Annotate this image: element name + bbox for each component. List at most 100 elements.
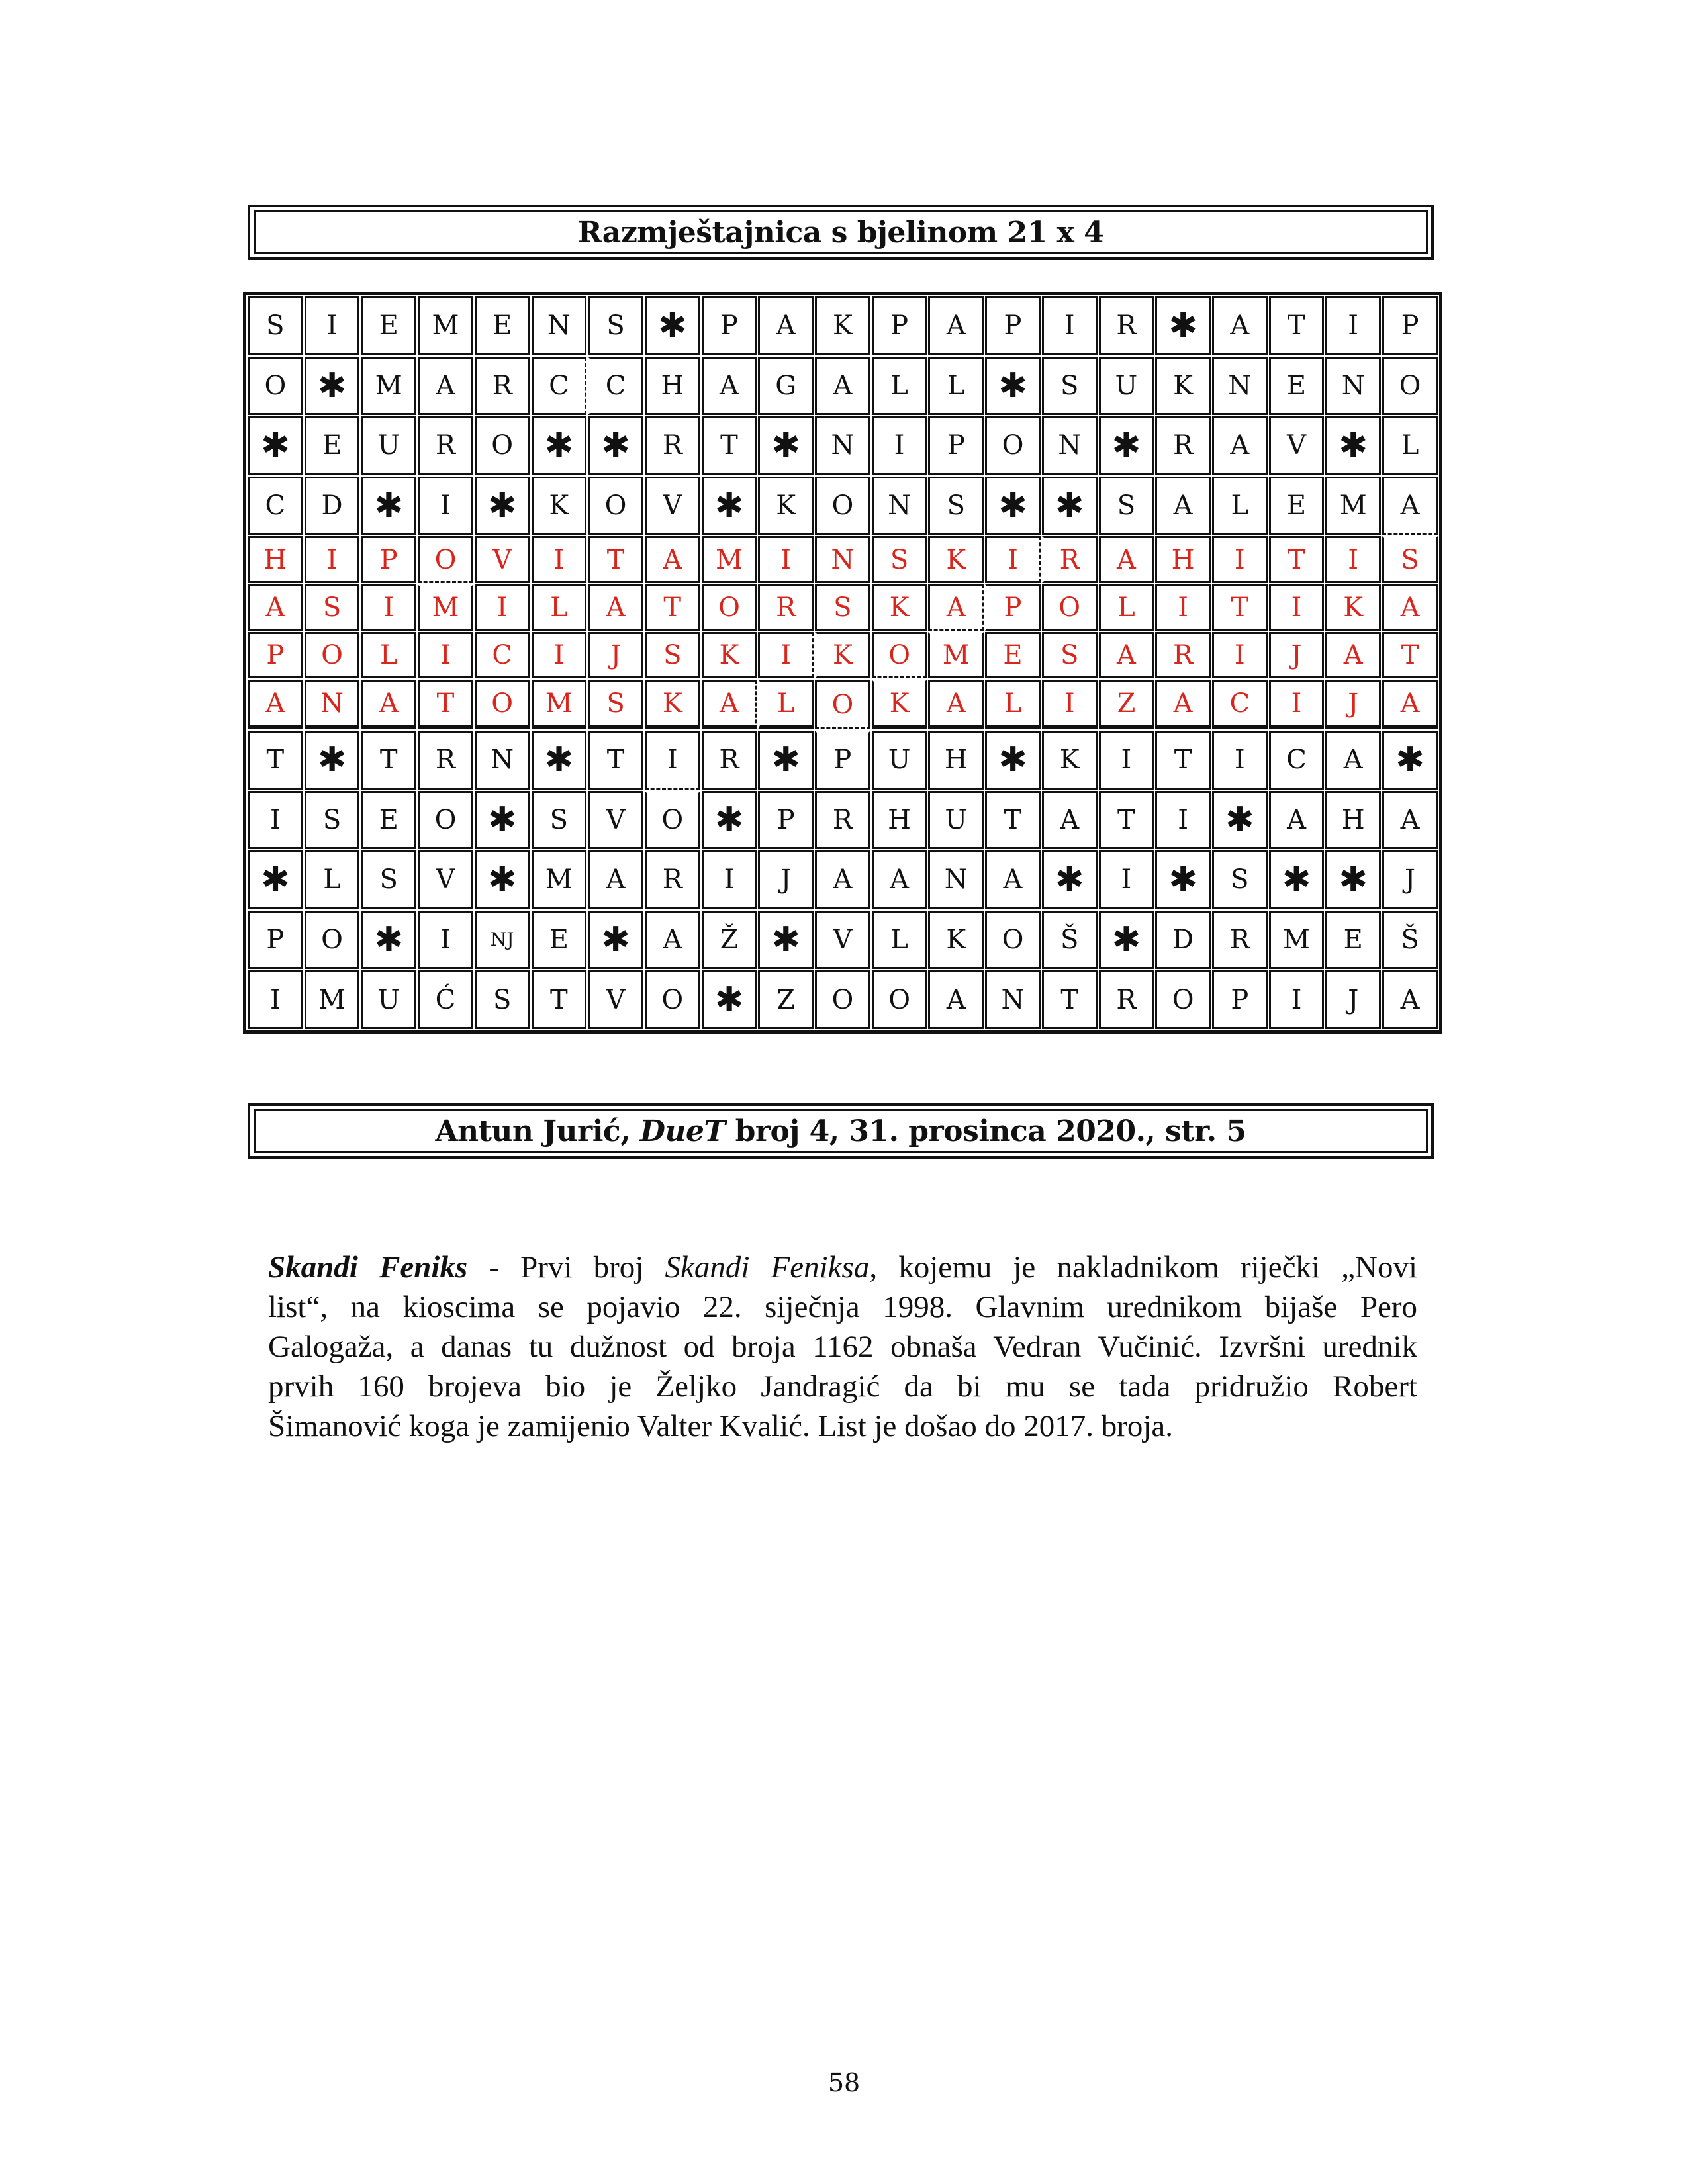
grid-row: ✱ L S V ✱ M A R I J A A N A ✱ I ✱ S ✱ ✱ J bbox=[248, 850, 1438, 909]
grid-cell: T bbox=[701, 416, 757, 475]
grid-cell: A bbox=[1211, 296, 1268, 355]
grid-cell: U bbox=[928, 790, 984, 850]
grid-cell: J bbox=[1382, 850, 1438, 909]
grid-cell: T bbox=[588, 536, 643, 583]
grid-cell: R bbox=[644, 850, 700, 909]
grid-cell: O bbox=[1382, 356, 1438, 416]
grid-cell: S bbox=[248, 296, 303, 355]
grid-cell: Z bbox=[758, 970, 814, 1029]
grid-cell: L bbox=[928, 356, 984, 416]
grid-cell: G bbox=[758, 356, 814, 416]
grid-cell: A bbox=[1211, 416, 1268, 475]
grid-cell: I bbox=[1211, 730, 1268, 790]
grid-cell: I bbox=[1325, 536, 1382, 583]
asterisk-icon: ✱ bbox=[248, 416, 303, 475]
grid-cell: L bbox=[871, 910, 927, 970]
grid-cell: M bbox=[418, 296, 473, 355]
grid-cell: A bbox=[644, 910, 700, 970]
grid-cell: L bbox=[871, 356, 927, 416]
asterisk-icon: ✱ bbox=[474, 790, 530, 850]
grid-cell: A bbox=[248, 584, 303, 631]
grid-cell: I bbox=[1041, 296, 1098, 355]
grid-cell: M bbox=[418, 584, 473, 631]
grid-cell: C bbox=[474, 631, 530, 679]
grid-cell: H bbox=[871, 790, 927, 850]
grid-cell: P bbox=[701, 296, 757, 355]
asterisk-icon: ✱ bbox=[474, 476, 530, 535]
grid-cell: U bbox=[1098, 356, 1154, 416]
grid-cell: K bbox=[1041, 730, 1098, 790]
description-paragraph: Skandi Feniks - Prvi broj Skandi Feniksa… bbox=[268, 1248, 1417, 1446]
grid-cell: I bbox=[248, 790, 303, 850]
grid-cell: S bbox=[1041, 631, 1098, 679]
asterisk-icon: ✱ bbox=[1268, 850, 1325, 909]
grid-cell: L bbox=[304, 850, 360, 909]
paragraph-text: , kojemu je nakladnikom riječki „Novi bbox=[869, 1250, 1417, 1285]
grid-cell: A bbox=[588, 584, 643, 631]
grid-cell: S bbox=[815, 584, 870, 631]
grid-cell: M bbox=[531, 850, 587, 909]
grid-cell: L bbox=[1211, 476, 1268, 535]
grid-cell: I bbox=[248, 970, 303, 1029]
grid-cell: R bbox=[815, 790, 870, 850]
grid-cell: T bbox=[531, 970, 587, 1029]
grid-cell: O bbox=[588, 476, 643, 535]
grid-cell: I bbox=[361, 584, 417, 631]
grid-cell: T bbox=[985, 790, 1041, 850]
grid-cell: R bbox=[1155, 416, 1211, 475]
grid-cell: S bbox=[1382, 536, 1438, 583]
grid-cell: H bbox=[1155, 536, 1211, 583]
grid-cell: E bbox=[304, 416, 360, 475]
grid-cell: N bbox=[474, 730, 530, 790]
grid-cell: I bbox=[1211, 631, 1268, 679]
grid-cell: P bbox=[985, 296, 1041, 355]
grid-cell: O bbox=[644, 970, 700, 1029]
grid-cell: N bbox=[531, 296, 587, 355]
grid-cell: NJ bbox=[474, 910, 530, 970]
grid-cell: A bbox=[1382, 680, 1438, 729]
grid-cell: M bbox=[1325, 476, 1382, 535]
asterisk-icon: ✱ bbox=[474, 850, 530, 909]
grid-cell: A bbox=[815, 850, 870, 909]
grid-row: P O ✱ I NJ E ✱ A Ž ✱ V L K O Š ✱ D R M E Š bbox=[248, 910, 1438, 970]
grid-cell: U bbox=[361, 970, 417, 1029]
grid-cell: I bbox=[701, 850, 757, 909]
emphasized-text: Skandi Feniksa bbox=[665, 1250, 870, 1285]
grid-cell: A bbox=[1098, 536, 1154, 583]
grid-cell: K bbox=[871, 584, 927, 631]
grid-cell: I bbox=[1268, 584, 1325, 631]
grid-cell: K bbox=[815, 296, 870, 355]
asterisk-icon: ✱ bbox=[701, 476, 757, 535]
grid-cell: T bbox=[1041, 970, 1098, 1029]
paragraph-text: - Prvi broj bbox=[467, 1250, 665, 1285]
grid-cell: O bbox=[474, 416, 530, 475]
grid-cell: A bbox=[1155, 476, 1211, 535]
grid-cell: P bbox=[758, 790, 814, 850]
paragraph-text: Galogaža, a danas tu dužnost od broja 11… bbox=[268, 1330, 1417, 1364]
grid-cell: L bbox=[361, 631, 417, 679]
grid-cell: P bbox=[1382, 296, 1438, 355]
grid-cell: O bbox=[1155, 970, 1211, 1029]
grid-cell: N bbox=[985, 970, 1041, 1029]
grid-cell: E bbox=[1325, 910, 1382, 970]
grid-cell: O bbox=[418, 790, 473, 850]
grid-cell: L bbox=[758, 680, 814, 729]
grid-cell: K bbox=[815, 631, 870, 679]
grid-cell: A bbox=[928, 680, 984, 729]
grid-cell: I bbox=[871, 416, 927, 475]
grid-cell: L bbox=[1382, 416, 1438, 475]
grid-cell: K bbox=[871, 680, 927, 729]
grid-cell: I bbox=[304, 536, 360, 583]
grid-cell: I bbox=[1211, 536, 1268, 583]
puzzle-grid: S I E M E N S ✱ P A K P A P I R ✱ A T I P O ✱ M A R C C H A G A L L ✱ S U K N E… bbox=[243, 292, 1442, 1034]
grid-cell: S bbox=[1098, 476, 1154, 535]
grid-cell: A bbox=[701, 356, 757, 416]
grid-cell: P bbox=[248, 910, 303, 970]
grid-cell: A bbox=[985, 850, 1041, 909]
grid-cell: I bbox=[1268, 680, 1325, 729]
paragraph-text: list“, na kioscima se pojavio 22. siječn… bbox=[268, 1290, 1417, 1324]
